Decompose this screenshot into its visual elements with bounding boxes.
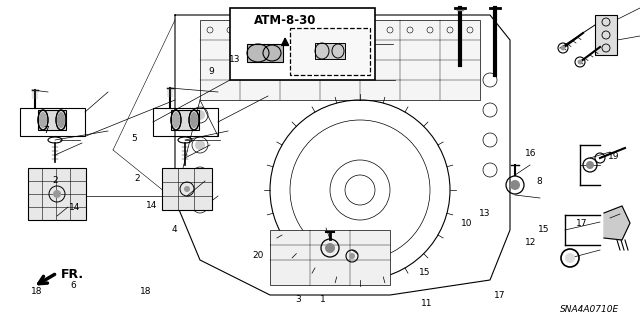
Polygon shape bbox=[604, 206, 630, 240]
Circle shape bbox=[577, 60, 582, 64]
Text: 2: 2 bbox=[52, 176, 58, 185]
Ellipse shape bbox=[39, 112, 47, 128]
Text: 16: 16 bbox=[525, 149, 536, 158]
Circle shape bbox=[195, 200, 205, 210]
Bar bbox=[171, 110, 199, 130]
Bar bbox=[230, 8, 375, 80]
Bar bbox=[20, 108, 85, 136]
Text: 1: 1 bbox=[320, 295, 326, 304]
Bar bbox=[162, 168, 212, 210]
Text: 6: 6 bbox=[70, 281, 76, 290]
Text: 18: 18 bbox=[140, 287, 151, 296]
Circle shape bbox=[510, 180, 520, 190]
Bar bbox=[28, 168, 86, 220]
Text: 17: 17 bbox=[576, 219, 588, 228]
Text: 18: 18 bbox=[31, 287, 42, 296]
Ellipse shape bbox=[172, 112, 180, 128]
Text: 15: 15 bbox=[538, 225, 549, 234]
Text: 3: 3 bbox=[296, 295, 301, 304]
Ellipse shape bbox=[57, 112, 65, 128]
Circle shape bbox=[586, 161, 594, 169]
Text: ATM-8-30: ATM-8-30 bbox=[254, 13, 316, 26]
Text: 5: 5 bbox=[131, 134, 137, 143]
Text: 11: 11 bbox=[421, 299, 433, 308]
Bar bbox=[595, 15, 617, 55]
Text: FR.: FR. bbox=[61, 269, 84, 281]
Text: 19: 19 bbox=[608, 152, 620, 161]
Text: SNA4A0710E: SNA4A0710E bbox=[561, 306, 620, 315]
Text: 13: 13 bbox=[229, 56, 241, 64]
Bar bbox=[153, 108, 218, 136]
Ellipse shape bbox=[190, 112, 198, 128]
Circle shape bbox=[195, 110, 205, 120]
Text: 15: 15 bbox=[419, 268, 431, 277]
Bar bbox=[290, 28, 370, 75]
Text: 10: 10 bbox=[461, 219, 472, 228]
Bar bbox=[38, 110, 66, 130]
Text: 14: 14 bbox=[69, 203, 81, 212]
Bar bbox=[247, 44, 283, 62]
Text: 12: 12 bbox=[525, 238, 536, 247]
Circle shape bbox=[325, 243, 335, 253]
Circle shape bbox=[561, 46, 566, 50]
Bar bbox=[200, 20, 480, 100]
Circle shape bbox=[195, 170, 205, 180]
Bar bbox=[315, 43, 345, 59]
Text: 14: 14 bbox=[146, 201, 157, 210]
Bar bbox=[270, 230, 390, 285]
Circle shape bbox=[349, 253, 355, 259]
Text: 7: 7 bbox=[44, 126, 49, 135]
Text: 8: 8 bbox=[536, 177, 542, 186]
Circle shape bbox=[184, 186, 190, 192]
Text: 4: 4 bbox=[172, 225, 177, 234]
Text: 9: 9 bbox=[209, 67, 214, 76]
Circle shape bbox=[565, 253, 575, 263]
Text: 17: 17 bbox=[494, 291, 506, 300]
Text: 20: 20 bbox=[253, 251, 264, 260]
Circle shape bbox=[195, 140, 205, 150]
Text: 2: 2 bbox=[134, 174, 140, 183]
Text: 13: 13 bbox=[479, 209, 490, 218]
Circle shape bbox=[53, 190, 61, 198]
